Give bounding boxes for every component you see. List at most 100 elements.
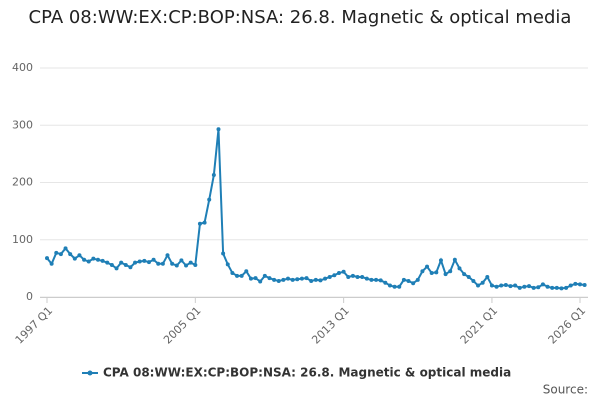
x-tick-label: 2005 Q1 [161,304,204,347]
data-point [466,274,471,279]
data-point [63,246,68,251]
data-point [415,277,420,282]
data-point [513,283,518,288]
data-point [568,283,573,288]
data-point [170,261,175,266]
x-tick-label: 2013 Q1 [309,304,352,347]
data-point [160,261,165,266]
data-point [327,274,332,279]
data-point [119,260,124,265]
y-tick-label: 100 [12,233,33,246]
data-point [221,251,226,256]
data-point [262,273,267,278]
data-point [146,260,151,265]
data-point [582,282,587,287]
data-point [443,272,448,277]
data-point [397,284,402,289]
data-point [318,278,323,283]
data-point [299,276,304,281]
data-point [554,285,559,290]
data-point [295,277,300,282]
data-point [105,260,110,265]
data-point [95,257,100,262]
data-point [272,277,277,282]
data-point [244,269,249,274]
source: Source: [543,383,588,397]
legend-marker [87,370,93,376]
data-point [448,269,453,274]
data-point [508,284,513,289]
data-point [387,283,392,288]
data-point [564,285,569,290]
data-point [276,278,281,283]
data-point [267,276,272,281]
data-point [346,274,351,279]
data-point [494,284,499,289]
data-point [540,282,545,287]
data-point [545,284,550,289]
data-point [286,276,291,281]
data-point [49,261,54,266]
data-point [522,284,527,289]
data-point [517,285,522,290]
data-point [573,281,578,286]
data-point [188,260,193,265]
data-point [68,252,73,257]
data-point [91,256,96,261]
data-point [378,278,383,283]
data-point [527,284,532,289]
data-point [58,252,63,257]
data-point [142,258,147,263]
data-point [531,285,536,290]
y-tick-label: 400 [12,61,33,74]
data-point [471,278,476,283]
data-point [86,259,91,264]
data-point [216,127,221,132]
data-point [452,257,457,262]
data-point [392,284,397,289]
data-point [336,270,341,275]
data-point [202,220,207,225]
data-point [137,259,142,264]
data-point [281,277,286,282]
data-point [457,266,462,271]
data-point [309,278,314,283]
data-point [355,274,360,279]
data-point [109,262,114,267]
data-point [578,282,582,287]
data-point [406,278,411,283]
data-point [151,257,156,262]
data-point [485,274,490,279]
data-point [374,277,379,282]
data-point [184,263,189,268]
data-point [429,270,434,275]
data-point [401,277,406,282]
y-tick-label: 300 [12,118,33,131]
data-point [462,272,467,277]
chart-title: CPA 08:WW:EX:CP:BOP:NSA: 26.8. Magnetic … [28,7,572,28]
data-point [253,276,258,281]
data-point [480,280,485,285]
data-point [230,270,235,275]
data-point [207,197,212,202]
y-tick-label: 200 [12,176,33,189]
data-point [360,274,365,279]
legend-label: CPA 08:WW:EX:CP:BOP:NSA: 26.8. Magnetic … [103,366,511,380]
data-point [350,273,355,278]
x-tick-label: 2026 Q1 [546,304,589,347]
data-point [54,250,59,255]
data-point [197,221,202,226]
data-point [434,270,439,275]
data-point [45,256,49,261]
data-point [559,286,564,291]
data-point [420,269,425,274]
x-tick-label: 1997 Q1 [13,304,56,347]
data-point [165,253,170,258]
data-point [235,273,240,278]
data-point [225,262,230,267]
data-point [128,265,133,270]
data-point [72,256,77,261]
data-point [211,173,216,178]
